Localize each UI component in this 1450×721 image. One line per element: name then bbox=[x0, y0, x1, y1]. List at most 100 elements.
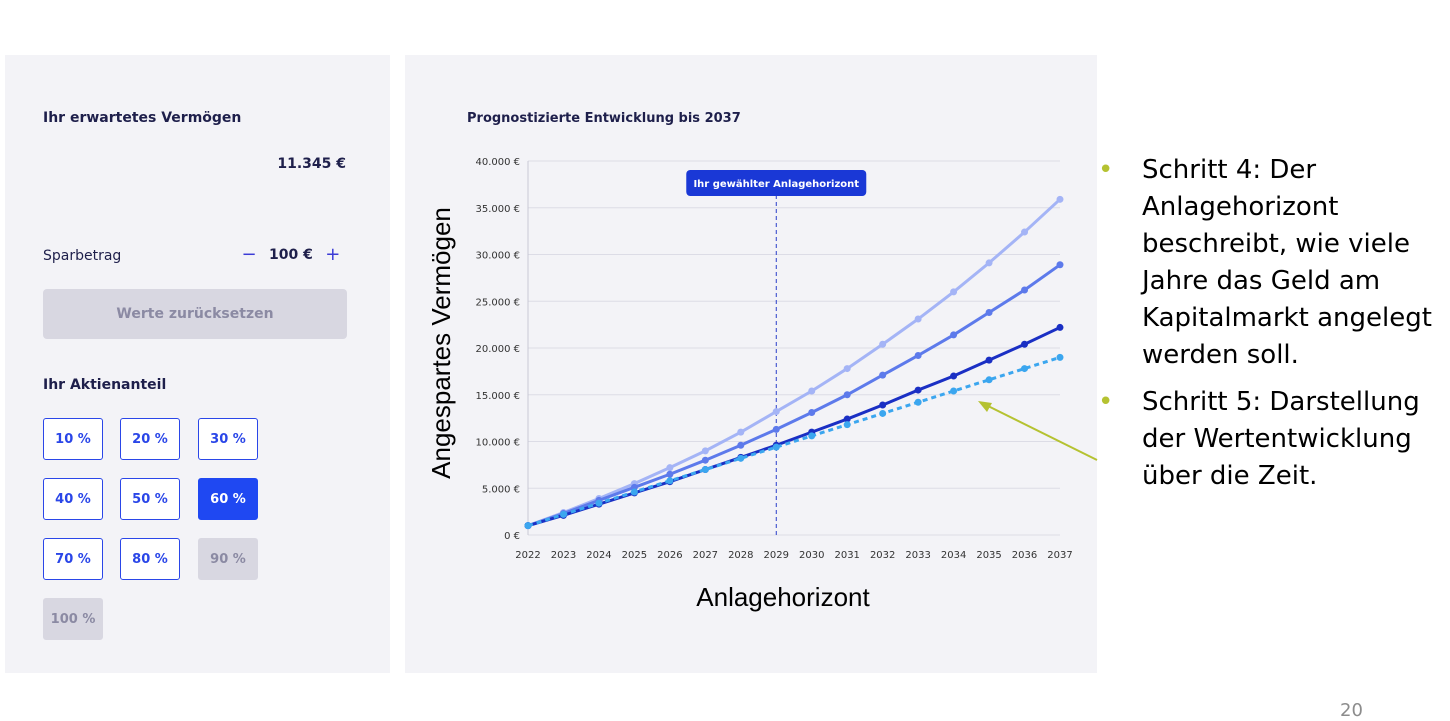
series-4-point bbox=[879, 409, 887, 417]
x-tick-label: 2036 bbox=[1012, 550, 1037, 561]
bullet-item: • Schritt 5: Darstellung der Wertentwick… bbox=[1096, 384, 1446, 495]
chart-title: Prognostizierte Entwicklung bis 2037 bbox=[467, 111, 741, 126]
bullet-text: Schritt 5: Darstellung der Wertentwicklu… bbox=[1142, 387, 1420, 491]
series-3-point bbox=[1021, 340, 1029, 348]
series-1-point bbox=[843, 365, 851, 373]
series-4-point bbox=[914, 398, 922, 406]
series-2-point bbox=[950, 331, 958, 339]
equity-option-70[interactable]: 70 % bbox=[43, 538, 103, 580]
x-tick-label: 2025 bbox=[622, 550, 647, 561]
reset-button[interactable]: Werte zurücksetzen bbox=[43, 289, 347, 339]
x-tick-label: 2028 bbox=[728, 550, 753, 561]
series-4-point bbox=[808, 432, 816, 440]
series-4-point bbox=[595, 499, 603, 507]
x-tick-label: 2035 bbox=[976, 550, 1001, 561]
y-tick-label: 0 € bbox=[504, 531, 520, 542]
x-tick-label: 2029 bbox=[764, 550, 789, 561]
x-tick-label: 2032 bbox=[870, 550, 895, 561]
x-tick-label: 2027 bbox=[693, 550, 718, 561]
equity-option-50[interactable]: 50 % bbox=[120, 478, 180, 520]
series-4-point bbox=[950, 387, 958, 395]
series-1-point bbox=[666, 464, 674, 472]
y-tick-label: 5.000 € bbox=[482, 484, 520, 495]
series-2-point bbox=[843, 391, 851, 399]
equity-option-60[interactable]: 60 % bbox=[198, 478, 258, 520]
series-4-point bbox=[843, 421, 851, 429]
series-3-point bbox=[985, 356, 993, 364]
x-tick-label: 2022 bbox=[515, 550, 540, 561]
bullet-dot: • bbox=[1098, 155, 1114, 185]
increase-button[interactable]: + bbox=[325, 244, 341, 265]
page-number: 20 bbox=[1340, 700, 1363, 721]
equity-option-100[interactable]: 100 % bbox=[43, 598, 103, 640]
equity-option-30[interactable]: 30 % bbox=[198, 418, 258, 460]
savings-label: Sparbetrag bbox=[43, 248, 122, 264]
series-1-point bbox=[879, 340, 887, 348]
x-tick-label: 2031 bbox=[834, 550, 859, 561]
series-4-point bbox=[524, 522, 532, 530]
series-1-point bbox=[1021, 228, 1029, 236]
equity-option-40[interactable]: 40 % bbox=[43, 478, 103, 520]
series-3-point bbox=[914, 386, 922, 394]
y-tick-label: 30.000 € bbox=[475, 251, 520, 262]
series-2-point bbox=[1021, 286, 1029, 294]
equity-option-20[interactable]: 20 % bbox=[120, 418, 180, 460]
series-1-point bbox=[914, 315, 922, 323]
series-2-point bbox=[737, 441, 745, 449]
bullet-text: Schritt 4: Der Anlagehorizont beschreibt… bbox=[1142, 155, 1432, 370]
y-tick-label: 15.000 € bbox=[475, 391, 520, 402]
x-tick-label: 2024 bbox=[586, 550, 611, 561]
horizon-marker-label: Ihr gewählter Anlagehorizont bbox=[693, 179, 859, 190]
series-3-point bbox=[879, 401, 887, 409]
savings-value: 100 € bbox=[269, 246, 313, 263]
series-4-point bbox=[559, 510, 567, 518]
series-2-point bbox=[985, 308, 993, 316]
series-4-point bbox=[666, 477, 674, 485]
series-1-point bbox=[950, 288, 958, 296]
input-panel: Ihr erwartetes Vermögen 11.345 € Sparbet… bbox=[5, 55, 390, 673]
bullet-list: • Schritt 4: Der Anlagehorizont beschrei… bbox=[1096, 152, 1446, 505]
bullet-item: • Schritt 4: Der Anlagehorizont beschrei… bbox=[1096, 152, 1446, 374]
series-3-point bbox=[843, 415, 851, 423]
series-3-point bbox=[1056, 323, 1064, 331]
series-2-point bbox=[808, 409, 816, 417]
equity-option-80[interactable]: 80 % bbox=[120, 538, 180, 580]
x-tick-label: 2023 bbox=[551, 550, 576, 561]
series-2-point bbox=[1056, 261, 1064, 269]
series-2-point bbox=[914, 351, 922, 359]
x-tick-label: 2026 bbox=[657, 550, 682, 561]
y-tick-label: 40.000 € bbox=[475, 157, 520, 168]
series-2-point bbox=[666, 470, 674, 478]
series-1-point bbox=[701, 447, 709, 455]
forecast-chart: Prognostizierte Entwicklung bis 2037 0 € 5… bbox=[426, 111, 1073, 612]
expected-wealth-amount: 11.345 € bbox=[277, 156, 346, 172]
x-tick-label: 2030 bbox=[799, 550, 824, 561]
x-tick-label: 2034 bbox=[941, 550, 966, 561]
decrease-button[interactable]: − bbox=[241, 244, 257, 265]
series-1-point bbox=[985, 259, 993, 267]
series-4-point bbox=[985, 376, 993, 384]
expected-wealth-title: Ihr erwartetes Vermögen bbox=[43, 110, 242, 126]
y-tick-label: 35.000 € bbox=[475, 204, 520, 215]
y-axis-title: Angespartes Vermögen bbox=[426, 207, 456, 479]
series-4-point bbox=[630, 488, 638, 496]
x-tick-label: 2033 bbox=[905, 550, 930, 561]
chart-panel: Prognostizierte Entwicklung bis 2037 0 € 5… bbox=[405, 55, 1097, 673]
y-tick-label: 20.000 € bbox=[475, 344, 520, 355]
equity-option-10[interactable]: 10 % bbox=[43, 418, 103, 460]
horizon-marker-badge bbox=[686, 170, 867, 196]
series-1-point bbox=[808, 387, 816, 395]
x-axis-title: Anlagehorizont bbox=[696, 582, 870, 612]
equity-option-90[interactable]: 90 % bbox=[198, 538, 258, 580]
x-tick-label: 2037 bbox=[1047, 550, 1072, 561]
series-3-point bbox=[950, 372, 958, 380]
y-tick-label: 25.000 € bbox=[475, 297, 520, 308]
series-4-point bbox=[1056, 353, 1064, 361]
series-4-point bbox=[701, 466, 709, 474]
equity-share-options: 10 % 20 % 30 % 40 % 50 % 60 % 70 % 80 % … bbox=[43, 418, 283, 643]
series-2-point bbox=[701, 456, 709, 464]
equity-share-title: Ihr Aktienanteil bbox=[43, 377, 167, 393]
series-line-4 bbox=[527, 355, 1061, 528]
series-2-point bbox=[879, 371, 887, 379]
series-1-point bbox=[737, 428, 745, 436]
